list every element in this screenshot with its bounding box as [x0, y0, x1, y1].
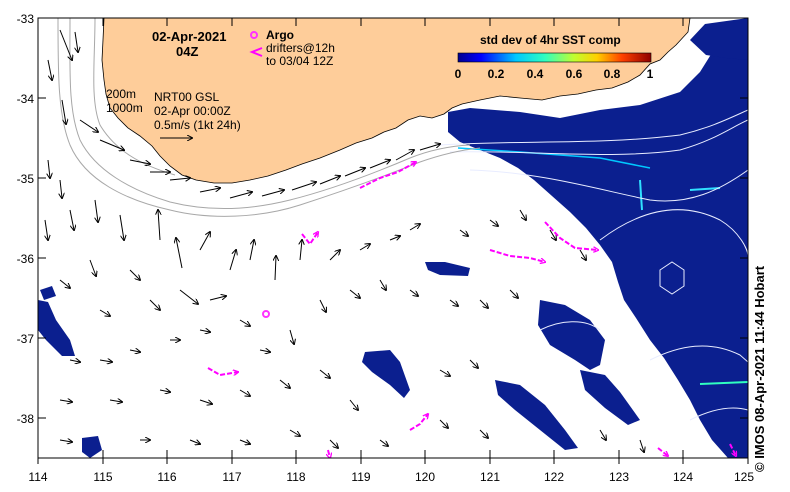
colorbar [457, 52, 652, 63]
sst-patch-9 [736, 436, 748, 458]
lon-tick-label: 119 [351, 470, 370, 484]
drifters-legend-line1: drifters@12h [266, 41, 335, 55]
lon-tick-label: 124 [673, 470, 693, 484]
isobath-200-label: 200m [106, 87, 136, 101]
sst-variance-streak [689, 187, 721, 191]
sst-patch-3 [362, 350, 410, 398]
sst-patch-7 [82, 436, 102, 458]
lon-tick-label: 125 [734, 470, 754, 484]
current-vectors [45, 29, 644, 452]
sst-patch-1 [425, 262, 470, 276]
sst-variance-streak [639, 179, 643, 211]
lon-tick-label: 121 [480, 470, 500, 484]
map-date: 02-Apr-2021 [152, 29, 226, 44]
sst-patch-6 [38, 300, 75, 356]
lon-tick-label: 118 [286, 470, 305, 484]
lon-tick-label: 114 [28, 470, 47, 484]
lon-tick-label: 115 [93, 470, 112, 484]
sst-mask-east [448, 18, 748, 458]
argo-float-marker [262, 310, 270, 318]
sst-contours [439, 109, 748, 421]
isobath-1000-label: 1000m [106, 101, 143, 115]
drifter-legend-icon [249, 47, 263, 57]
lon-tick-label: 123 [609, 470, 629, 484]
lat-tick-label: -33 [17, 12, 35, 26]
sst-patch-4 [495, 380, 578, 450]
product-name: NRT00 GSL [154, 90, 219, 104]
colorbar-tick: 0.2 [488, 67, 505, 81]
lon-tick-label: 116 [157, 470, 176, 484]
colorbar-tick: 0 [455, 67, 462, 81]
imos-credit: © IMOS 08-Apr-2021 11:44 Hobart [752, 265, 767, 472]
drifter-tracks [207, 162, 736, 458]
lon-tick-label: 117 [222, 470, 241, 484]
sst-variance-streak [699, 381, 748, 385]
lat-tick-label: -36 [17, 252, 35, 266]
lon-tick-label: 122 [544, 470, 564, 484]
lat-tick-label: -38 [17, 412, 35, 426]
lon-tick-label: 120 [415, 470, 435, 484]
axis-tick-marks [37, 17, 749, 464]
map-time: 04Z [176, 44, 198, 59]
lat-tick-label: -34 [17, 92, 35, 106]
argo-legend-label: Argo [266, 28, 294, 42]
plot-frame [37, 17, 749, 459]
drifters-legend-line2: to 03/04 12Z [266, 54, 333, 68]
colorbar-title: std dev of 4hr SST comp [480, 33, 621, 47]
sst-mask-top-right [690, 18, 748, 60]
colorbar-tick: 0.8 [604, 67, 621, 81]
product-time: 02-Apr 00:00Z [154, 104, 231, 118]
sst-patch-2 [538, 300, 605, 370]
argo-legend-icon [250, 31, 258, 39]
lat-tick-label: -37 [17, 332, 35, 346]
colorbar-tick: 0.4 [527, 67, 544, 81]
sst-variance-streak [457, 147, 651, 169]
sst-patch-5 [580, 370, 640, 425]
colorbar-tick: 0.6 [566, 67, 583, 81]
colorbar-tick: 1 [647, 67, 654, 81]
vector-scale-label: 0.5m/s (1kt 24h) [154, 118, 241, 132]
sst-patch-8 [40, 286, 56, 300]
lat-tick-label: -35 [17, 172, 35, 186]
